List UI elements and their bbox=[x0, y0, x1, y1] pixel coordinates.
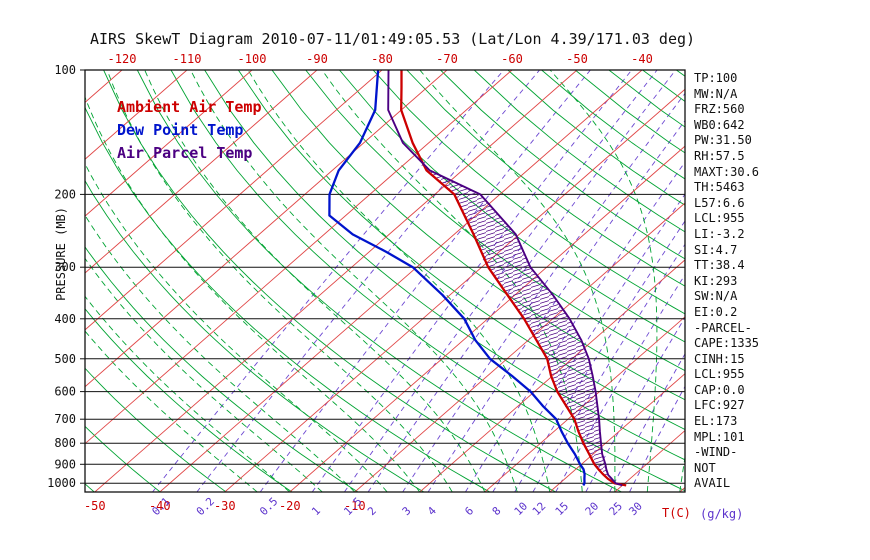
stat-line: CAP:0.0 bbox=[694, 382, 745, 397]
stat-line: PW:31.50 bbox=[694, 133, 752, 148]
tick-label: 8 bbox=[490, 504, 504, 518]
tick-label: -50 bbox=[566, 52, 588, 66]
tick-label: 12 bbox=[530, 500, 549, 519]
stat-line: EL:173 bbox=[694, 414, 738, 429]
stat-line: CAPE:1335 bbox=[694, 336, 760, 351]
stat-line: LCL:955 bbox=[694, 211, 745, 226]
pressure-axis-label: PRESSURE (MB) bbox=[54, 207, 68, 301]
legend-dew-point-temp: Dew Point Temp bbox=[117, 121, 244, 139]
stat-line: TH:5463 bbox=[694, 180, 745, 195]
stat-line: -WIND- bbox=[694, 445, 738, 460]
stat-line: SI:4.7 bbox=[694, 242, 738, 257]
tick-label: 20 bbox=[583, 500, 602, 519]
tick-label: 500 bbox=[54, 352, 76, 366]
stat-line: FRZ:560 bbox=[694, 102, 745, 117]
tick-label: 2 bbox=[365, 504, 379, 518]
tick-label: 4 bbox=[425, 504, 439, 518]
stat-line: SW:N/A bbox=[694, 289, 738, 304]
stat-line: TT:38.4 bbox=[694, 258, 745, 273]
stat-line: RH:57.5 bbox=[694, 148, 745, 163]
tick-label: -40 bbox=[149, 499, 171, 513]
tick-label: -50 bbox=[84, 499, 106, 513]
tick-label: 700 bbox=[54, 412, 76, 426]
tick-label: -40 bbox=[631, 52, 653, 66]
tick-label: 1 bbox=[309, 504, 323, 518]
tick-label: 200 bbox=[54, 187, 76, 201]
stat-line: AVAIL bbox=[694, 476, 731, 491]
tick-label: 800 bbox=[54, 436, 76, 450]
stat-line: LI:-3.2 bbox=[694, 226, 745, 241]
tick-label: 1000 bbox=[47, 476, 76, 490]
stat-line: LCL:955 bbox=[694, 367, 745, 382]
series-ambient bbox=[400, 70, 627, 487]
tick-label: 0.5 bbox=[257, 495, 280, 518]
tick-label: 600 bbox=[54, 385, 76, 399]
tick-label: -70 bbox=[436, 52, 458, 66]
stat-line: L57:6.6 bbox=[694, 195, 745, 210]
series-dew bbox=[328, 70, 586, 486]
stat-line: TP:100 bbox=[694, 71, 738, 85]
tick-label: -120 bbox=[108, 52, 137, 66]
tick-label: 400 bbox=[54, 312, 76, 326]
tick-label: 900 bbox=[54, 457, 76, 471]
stat-line: LFC:927 bbox=[694, 398, 745, 413]
stat-line: MW:N/A bbox=[694, 86, 738, 101]
legend-air-parcel-temp: Air Parcel Temp bbox=[117, 144, 253, 162]
tick-label: -90 bbox=[306, 52, 328, 66]
tick-label: -60 bbox=[501, 52, 523, 66]
stat-line: MPL:101 bbox=[694, 429, 745, 444]
tick-label: 10 bbox=[512, 500, 531, 519]
stat-line: -PARCEL- bbox=[694, 320, 752, 335]
tick-label: -80 bbox=[371, 52, 393, 66]
tick-label: -100 bbox=[238, 52, 267, 66]
tick-label: -10 bbox=[344, 499, 366, 513]
stat-line: KI:293 bbox=[694, 273, 738, 288]
tick-label: -20 bbox=[279, 499, 301, 513]
tick-label: 3 bbox=[400, 504, 414, 518]
sounding-curves bbox=[328, 70, 627, 487]
series-parcel bbox=[387, 70, 623, 487]
tick-label: 100 bbox=[54, 63, 76, 77]
legend-ambient-air-temp: Ambient Air Temp bbox=[117, 98, 262, 116]
stat-line: CINH:15 bbox=[694, 351, 745, 366]
stat-line: EI:0.2 bbox=[694, 304, 738, 319]
mixing-ratio-unit-label: (g/kg) bbox=[700, 507, 744, 521]
chart-title: AIRS SkewT Diagram 2010-07-11/01:49:05.5… bbox=[89, 30, 696, 48]
tick-label: 30 bbox=[626, 500, 645, 519]
axis-tick-labels: -120 -110 -100 -90 -80 -70 -60 -50 -40 100 200 300 4… bbox=[47, 52, 653, 518]
tick-label: -110 bbox=[173, 52, 202, 66]
tick-label: 15 bbox=[553, 500, 572, 519]
stats-panel: TP:100 MW:N/A FRZ:560 WB0:642 PW:31.50 RH:57.… bbox=[694, 71, 759, 492]
tick-label: -30 bbox=[214, 499, 236, 513]
stat-line: MAXT:30.6 bbox=[694, 164, 760, 179]
tick-label: 6 bbox=[462, 504, 476, 518]
plot-border bbox=[84, 69, 686, 493]
stat-line: NOT bbox=[694, 460, 716, 475]
tick-label: 25 bbox=[607, 500, 626, 519]
tick-label: 300 bbox=[54, 260, 76, 274]
stat-line: WB0:642 bbox=[694, 117, 745, 132]
temp-unit-label: T(C) bbox=[662, 506, 691, 520]
